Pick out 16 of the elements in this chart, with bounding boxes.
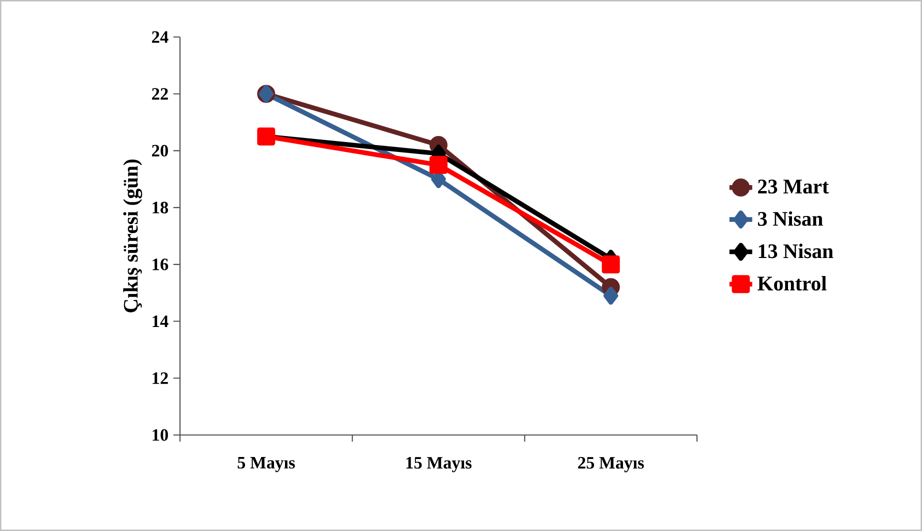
legend-label: 23 Mart xyxy=(758,180,829,194)
y-tick-label: 18 xyxy=(152,202,168,214)
legend-label: 3 Nisan xyxy=(758,211,823,226)
x-tick-label: 5 Mayıs xyxy=(238,457,295,472)
legend-label: Kontrol xyxy=(758,276,827,291)
y-tick-label: 20 xyxy=(152,144,168,157)
x-tick-label: 25 Mayıs xyxy=(578,457,644,472)
legend-label: 13 Nisan xyxy=(758,244,834,258)
y-axis-title: Çıkış süresi (gün) xyxy=(123,160,142,312)
y-tick-label: 14 xyxy=(152,316,168,327)
y-tick-label: 10 xyxy=(152,429,168,441)
y-tick-label: 12 xyxy=(152,372,168,384)
y-tick-label: 16 xyxy=(152,258,168,270)
y-tick-label: 24 xyxy=(152,31,168,43)
x-tick-label: 15 Mayıs xyxy=(406,457,472,472)
y-tick-label: 22 xyxy=(152,88,168,100)
